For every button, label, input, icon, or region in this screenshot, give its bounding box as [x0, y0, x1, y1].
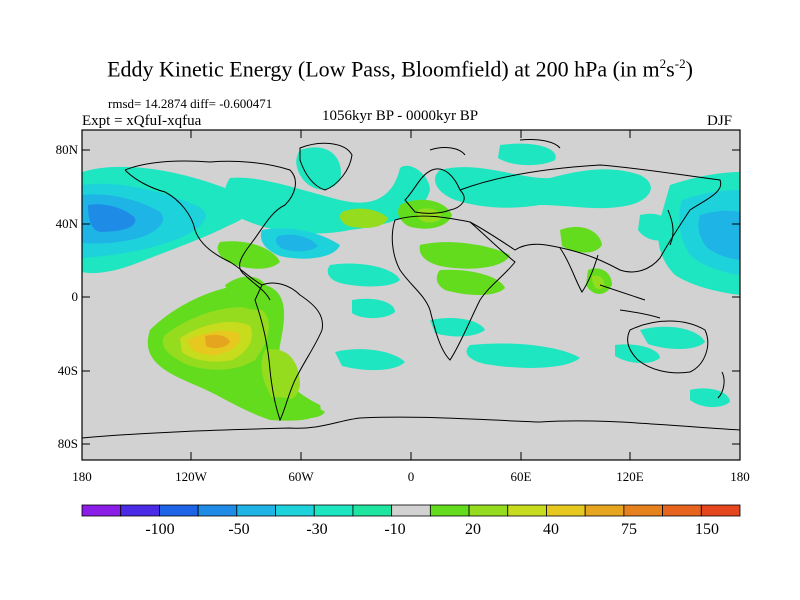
colorbar-swatch — [623, 504, 663, 517]
colorbar-swatch — [507, 504, 547, 517]
colorbar-label: -50 — [228, 521, 250, 538]
colorbar-swatch — [159, 504, 199, 517]
colorbar-label: 20 — [465, 521, 481, 538]
x-tick-label: 60W — [288, 469, 314, 484]
colorbar-swatch — [584, 504, 625, 517]
x-tick-label: 120E — [616, 469, 644, 484]
colorbar-swatch — [120, 504, 160, 517]
x-tick-label: 180 — [730, 469, 750, 484]
y-tick-label: 80S — [57, 436, 78, 451]
colorbar-swatch — [546, 504, 586, 517]
colorbar-swatch — [275, 504, 315, 517]
colorbar-swatch — [429, 504, 470, 517]
y-tick-label: 80N — [55, 142, 78, 157]
colorbar-swatch — [391, 504, 431, 517]
y-tick-label: 40N — [55, 216, 78, 231]
x-tick-label: 60E — [510, 469, 532, 484]
colorbar-swatch — [81, 504, 122, 517]
experiment-label: Expt = xQfuI-xqfua — [82, 113, 202, 129]
colorbar-label: -30 — [306, 521, 328, 538]
colorbar-swatch — [700, 504, 741, 517]
x-tick-label: 0 — [407, 469, 415, 484]
stats-label: rmsd= 14.2874 diff= -0.600471 — [108, 96, 273, 111]
colorbar-label: 75 — [621, 521, 637, 538]
colorbar-label: 40 — [543, 521, 559, 538]
period-label: 1056kyr BP - 0000kyr BP — [322, 108, 479, 124]
x-tick-label: 180 — [72, 469, 92, 484]
colorbar-swatch — [236, 504, 276, 517]
colorbar-swatch — [662, 504, 702, 517]
map-title: Eddy Kinetic Energy (Low Pass, Bloomfiel… — [107, 56, 693, 82]
colorbar-label: 150 — [695, 521, 719, 538]
colorbar-label: -100 — [145, 521, 175, 538]
coastlines — [82, 139, 740, 439]
y-tick-label: 40S — [57, 363, 78, 378]
y-tick-label: 0 — [71, 289, 79, 304]
field-contours — [82, 143, 740, 421]
y-tick-marks — [82, 149, 740, 445]
x-tick-marks — [190, 130, 631, 460]
colorbar-swatch — [313, 504, 354, 517]
colorbar-label: -10 — [384, 521, 406, 538]
colorbar-swatch — [352, 504, 393, 517]
colorbar-swatch — [197, 504, 238, 517]
x-tick-label: 120W — [175, 469, 207, 484]
season-label: DJF — [707, 113, 733, 129]
colorbar — [81, 504, 741, 517]
colorbar-swatch — [468, 504, 509, 517]
